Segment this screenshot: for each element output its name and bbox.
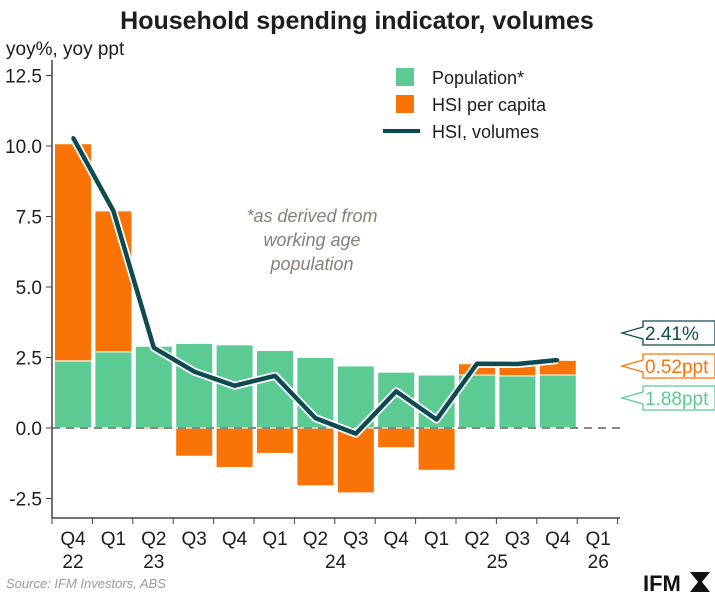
hsi-point <box>394 389 398 393</box>
y-tick-label: 10.0 <box>5 137 42 158</box>
callout-label: 0.52ppt <box>645 357 709 378</box>
y-tick-label: 0.0 <box>16 419 42 440</box>
hsi-point <box>192 370 196 374</box>
logo-text: IFM <box>643 571 681 596</box>
legend-swatch-population <box>396 68 414 86</box>
callout-label: 2.41% <box>645 324 699 345</box>
hsi-point <box>71 136 75 140</box>
bar-per-capita <box>336 427 375 494</box>
x-tick-label: Q1 <box>262 529 287 550</box>
hsi-point <box>273 374 277 378</box>
x-tick-label: Q2 <box>464 529 489 550</box>
hsi-point <box>354 432 358 436</box>
x-tick-label: Q1 <box>424 529 449 550</box>
annotation-line-2: working age <box>263 230 360 250</box>
annotation-line-1: *as derived from <box>246 206 377 226</box>
y-tick-label: 7.5 <box>16 208 42 229</box>
y-tick-label: -2.5 <box>9 490 42 511</box>
x-year-label: 25 <box>487 552 508 573</box>
x-tick-label: Q3 <box>343 529 368 550</box>
bar-per-capita <box>215 427 254 468</box>
x-tick-label: Q3 <box>505 529 530 550</box>
x-tick-label: Q2 <box>141 529 166 550</box>
callout-box <box>619 353 715 379</box>
bar-population <box>538 374 577 429</box>
legend: Population* HSI per capita HSI, volumes <box>383 68 547 142</box>
y-tick-label: 5.0 <box>16 278 42 299</box>
chart-title: Household spending indicator, volumes <box>120 7 594 35</box>
x-year-label: 22 <box>62 552 83 573</box>
legend-label-hsi: HSI, volumes <box>432 122 539 142</box>
y-tick-label: 12.5 <box>5 67 42 88</box>
bar-per-capita <box>417 427 456 471</box>
bar-per-capita <box>377 427 416 449</box>
x-tick-label: Q2 <box>303 529 328 550</box>
hsi-point <box>313 416 317 420</box>
x-year-label: 23 <box>143 552 164 573</box>
logo-mark-icon <box>690 572 710 592</box>
callout-label: 1.88ppt <box>645 389 709 410</box>
bar-per-capita <box>296 427 335 487</box>
hsi-point <box>435 418 439 422</box>
hsi-point <box>475 362 479 366</box>
y-tick-label: 2.5 <box>16 349 42 370</box>
annotation-line-3: population <box>269 254 353 274</box>
y-axis-label: yoy%, yoy ppt <box>6 39 125 60</box>
x-year-label: 26 <box>588 552 609 573</box>
source-note: Source: IFM Investors, ABS <box>6 576 166 591</box>
x-year-label: 24 <box>325 552 347 573</box>
x-tick-label: Q1 <box>101 529 126 550</box>
bar-per-capita <box>256 427 294 454</box>
ifm-logo: IFM <box>643 571 710 596</box>
x-tick-label: Q4 <box>545 529 571 550</box>
x-tick-label: Q3 <box>182 529 207 550</box>
legend-swatch-per-capita <box>396 95 414 113</box>
hsi-point <box>233 384 237 388</box>
legend-label-per-capita: HSI per capita <box>432 95 547 115</box>
hsi-point <box>556 358 560 362</box>
x-tick-label: Q1 <box>586 529 611 550</box>
bar-per-capita <box>175 427 214 457</box>
bar-population <box>94 351 133 429</box>
annotation: *as derived from working age population <box>246 206 377 274</box>
callout-box <box>619 385 715 411</box>
legend-label-population: Population* <box>432 68 524 88</box>
x-tick-label: Q4 <box>384 529 410 550</box>
x-tick-label: Q4 <box>222 529 248 550</box>
bar-population <box>54 360 92 429</box>
hsi-point <box>515 362 519 366</box>
bar-population <box>134 345 173 429</box>
callout-box <box>619 320 715 346</box>
hsi-point <box>152 346 156 350</box>
bar-population <box>498 375 537 429</box>
hsi-point <box>111 209 115 213</box>
bar-per-capita <box>94 210 133 353</box>
bar-population <box>175 342 214 429</box>
x-tick-label: Q4 <box>60 529 86 550</box>
bar-per-capita <box>54 143 92 362</box>
